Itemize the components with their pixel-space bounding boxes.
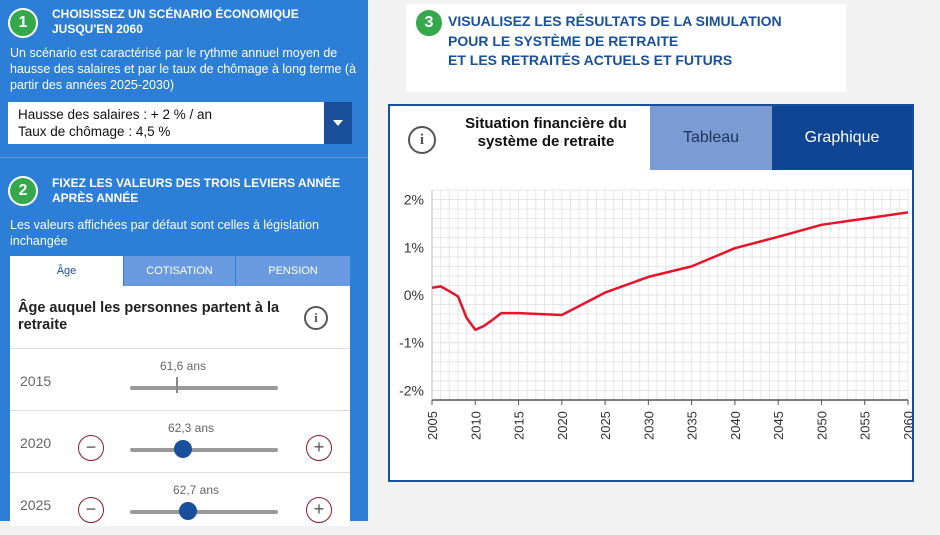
- x-tick-label: 2040: [728, 411, 743, 440]
- age-panel: Âge auquel les personnes partent à la re…: [10, 286, 350, 526]
- x-tick-label: 2030: [641, 411, 656, 440]
- age-slider-marker: [176, 377, 178, 393]
- row-year: 2015: [20, 373, 52, 389]
- chevron-down-icon: [333, 120, 343, 126]
- step-2-badge: 2: [8, 176, 38, 206]
- tab-pension[interactable]: Pension: [236, 256, 350, 286]
- age-slider-track: [130, 510, 278, 514]
- x-tick-label: 2035: [685, 411, 700, 440]
- year-row-2015: 2015 61,6 ans: [10, 348, 350, 411]
- series-line: [431, 211, 909, 332]
- tab-age[interactable]: Âge: [10, 256, 123, 286]
- tab-graphique[interactable]: Graphique: [772, 106, 912, 170]
- step-1-description: Un scénario est caractérisé par le rythm…: [10, 46, 357, 92]
- plus-button[interactable]: +: [306, 435, 332, 461]
- select-unemployment-line: Taux de chômage : 4,5 %: [18, 124, 171, 139]
- x-tick-label: 2060: [901, 411, 912, 440]
- tab-tableau[interactable]: Tableau: [650, 106, 772, 170]
- age-slider-track: [130, 448, 278, 452]
- x-tick-label: 2020: [555, 411, 570, 440]
- row-value: 62,7 ans: [172, 483, 220, 497]
- age-slider-track: [130, 386, 278, 390]
- row-year: 2025: [20, 497, 52, 513]
- select-salary-line: Hausse des salaires : + 2 % / an: [18, 107, 212, 122]
- year-row-2020: − 2020 62,3 ans +: [10, 410, 350, 473]
- row-value: 62,3 ans: [167, 421, 215, 435]
- x-tick-label: 2055: [858, 411, 873, 440]
- year-row-2025: − 2025 62,7 ans +: [10, 472, 350, 535]
- info-icon[interactable]: i: [304, 306, 328, 330]
- tab-cotisation[interactable]: Cotisation: [124, 256, 235, 286]
- chart-header: i Situation financière du système de ret…: [390, 106, 912, 170]
- chart-title: Situation financière du système de retra…: [465, 115, 627, 150]
- x-tick-label: 2045: [771, 411, 786, 440]
- y-tick-label: 2%: [404, 192, 424, 208]
- x-tick-label: 2015: [512, 411, 527, 440]
- x-tick-label: 2050: [814, 411, 829, 440]
- dropdown-arrow-button[interactable]: [324, 102, 352, 144]
- info-icon[interactable]: i: [408, 126, 436, 154]
- y-tick-label: -2%: [399, 382, 424, 398]
- x-tick-label: 2010: [468, 411, 483, 440]
- left-panel: 1 Choisissez un scénario économique jusq…: [0, 0, 368, 526]
- step-1-badge: 1: [8, 8, 38, 38]
- y-tick-label: -1%: [399, 335, 424, 351]
- minus-button[interactable]: −: [78, 435, 104, 461]
- step-3-title-line3: et les retraités actuels et futurs: [448, 52, 733, 68]
- x-tick-label: 2025: [598, 411, 613, 440]
- step-2-description: Les valeurs affichées par défaut sont ce…: [10, 218, 319, 248]
- line-chart: -2% -1% 0% 1% 2% 2005 2010 2015 2020 2025 2030 2035…: [399, 189, 912, 440]
- y-tick-label: 1%: [404, 239, 424, 255]
- step-2-title: Fixez les valeurs des trois leviers anné…: [52, 176, 341, 205]
- lever-tabs: Âge Cotisation Pension: [10, 256, 350, 286]
- plus-button[interactable]: +: [306, 497, 332, 523]
- age-slider-handle[interactable]: [174, 440, 192, 458]
- section-divider: [0, 157, 368, 158]
- step-3-header: Visualisez les résultats de la simulatio…: [406, 4, 846, 92]
- step-1-title: Choisissez un scénario économique jusqu'…: [52, 7, 299, 36]
- step-3-title: Visualisez les résultats de la simulatio…: [448, 12, 782, 71]
- age-slider-handle[interactable]: [179, 502, 197, 520]
- scenario-select[interactable]: Hausse des salaires : + 2 % / an Taux de…: [8, 102, 352, 144]
- step-3-title-line1: Visualisez les résultats de la simulatio…: [448, 13, 782, 29]
- y-tick-label: 0%: [404, 287, 424, 303]
- x-tick-label: 2005: [425, 411, 440, 440]
- row-year: 2020: [20, 435, 52, 451]
- row-value: 61,6 ans: [159, 359, 207, 373]
- step-3-title-line2: pour le système de retraite: [448, 32, 679, 49]
- age-panel-title: Âge auquel les personnes partent à la re…: [18, 300, 280, 333]
- minus-button[interactable]: −: [78, 497, 104, 523]
- step-3-badge: 3: [414, 8, 444, 38]
- chart-card: i Situation financière du système de ret…: [388, 104, 914, 482]
